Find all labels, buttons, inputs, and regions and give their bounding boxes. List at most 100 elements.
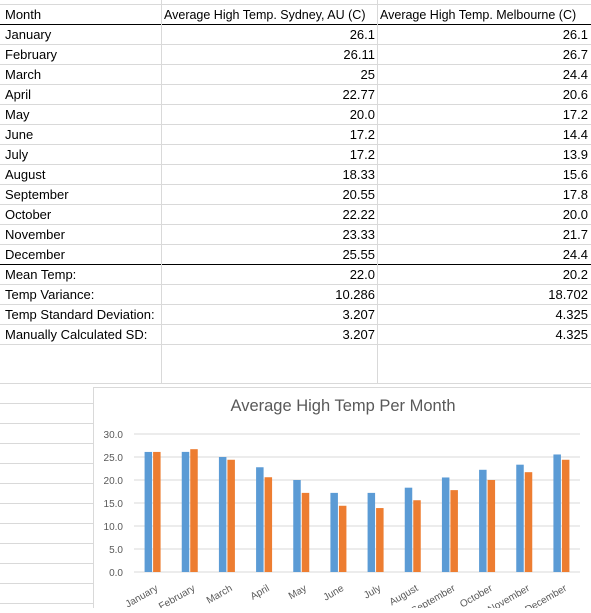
row-label-cell[interactable]: June <box>5 127 34 142</box>
bar-sydney <box>293 480 301 572</box>
chart-area[interactable]: Average High Temp Per Month 0.0 5.0 10.0 15… <box>93 387 591 613</box>
bar-sydney <box>256 467 264 572</box>
gridline <box>0 523 93 524</box>
gridline <box>0 603 93 604</box>
row-label-cell[interactable]: March <box>5 67 42 82</box>
row-label-cell[interactable]: October <box>5 207 52 222</box>
melbourne-cell[interactable]: 24.4 <box>562 67 588 82</box>
melbourne-cell[interactable]: 20.0 <box>562 207 588 222</box>
table-row: Mean Temp: 22.0 20.2 <box>0 265 591 285</box>
sydney-cell[interactable]: 10.286 <box>335 287 375 302</box>
row-label-cell[interactable]: February <box>5 47 58 62</box>
bar-melbourne <box>413 500 421 572</box>
gridline <box>0 24 591 25</box>
bar-sydney <box>553 454 561 572</box>
bar-melbourne <box>301 492 310 572</box>
melbourne-cell[interactable]: 21.7 <box>562 227 588 242</box>
sydney-cell[interactable]: 22.22 <box>342 207 375 222</box>
gridline <box>0 224 591 225</box>
melbourne-cell[interactable]: 24.4 <box>562 247 588 262</box>
melbourne-cell[interactable]: 20.2 <box>562 267 588 282</box>
gridline <box>0 563 93 564</box>
row-label-cell[interactable]: April <box>5 87 32 102</box>
header-melbourne[interactable]: Average High Temp. Melbourne (C) <box>380 8 577 22</box>
row-label-cell[interactable]: December <box>5 247 65 262</box>
melbourne-cell[interactable]: 17.2 <box>562 107 588 122</box>
sydney-cell[interactable]: 26.11 <box>343 47 375 62</box>
melbourne-cell[interactable]: 26.7 <box>562 47 588 62</box>
gridline <box>0 284 591 285</box>
melbourne-cell[interactable]: 13.9 <box>562 147 588 162</box>
gridline <box>0 4 591 5</box>
row-label-cell[interactable]: September <box>5 187 69 202</box>
table-row: Temp Standard Deviation: 3.207 4.325 <box>0 305 591 325</box>
melbourne-cell[interactable]: 18.702 <box>548 287 588 302</box>
gridline <box>0 244 591 245</box>
row-label-cell[interactable]: August <box>5 167 46 182</box>
table-row: December 25.55 24.4 <box>0 245 591 265</box>
table-row: November 23.33 21.7 <box>0 225 591 245</box>
gridline <box>0 124 591 125</box>
sydney-cell[interactable]: 17.2 <box>349 147 375 162</box>
melbourne-cell[interactable]: 17.8 <box>562 187 588 202</box>
bar-melbourne <box>338 505 347 572</box>
sydney-cell[interactable]: 17.2 <box>349 127 375 142</box>
y-tick-label: 25.0 <box>104 453 124 464</box>
table-row: January 26.1 26.1 <box>0 25 591 45</box>
gridline <box>0 344 591 345</box>
row-label-cell[interactable]: November <box>5 227 65 242</box>
table-row: August 18.33 15.6 <box>0 165 591 185</box>
header-month[interactable]: Month <box>5 7 42 22</box>
row-label-cell[interactable]: May <box>5 107 30 122</box>
gridline <box>0 383 591 384</box>
x-tick-label: May <box>287 583 309 602</box>
melbourne-cell[interactable]: 4.325 <box>555 307 588 322</box>
melbourne-cell[interactable]: 20.6 <box>562 87 588 102</box>
row-label-cell[interactable]: January <box>5 27 52 42</box>
sydney-cell[interactable]: 22.0 <box>349 267 375 282</box>
sydney-cell[interactable]: 3.207 <box>342 327 375 342</box>
x-tick-label: April <box>249 583 272 603</box>
sydney-cell[interactable]: 18.33 <box>342 167 375 182</box>
gridline <box>0 264 591 265</box>
y-tick-label: 5.0 <box>109 545 123 556</box>
table-row: May 20.0 17.2 <box>0 105 591 125</box>
gridline <box>0 423 93 424</box>
sydney-cell[interactable]: 22.77 <box>342 87 375 102</box>
x-tick-label: February <box>157 583 197 608</box>
x-tick-label: September <box>410 583 458 608</box>
sydney-cell[interactable]: 3.207 <box>342 307 375 322</box>
table-row: February 26.11 26.7 <box>0 45 591 65</box>
gridline <box>0 44 591 45</box>
melbourne-cell[interactable]: 15.6 <box>562 167 588 182</box>
bar-chart: 0.0 5.0 10.0 15.0 20.0 25.0 30.0 JanuaryFebruar… <box>104 430 580 613</box>
melbourne-cell[interactable]: 4.325 <box>555 327 588 342</box>
sydney-cell[interactable]: 25.55 <box>342 247 375 262</box>
table-row: April 22.77 20.6 <box>0 85 591 105</box>
bar-sydney <box>367 492 376 572</box>
bar-melbourne <box>227 459 235 572</box>
row-label-cell[interactable]: Temp Standard Deviation: <box>5 307 155 322</box>
melbourne-cell[interactable]: 26.1 <box>562 27 588 42</box>
gridline <box>0 503 93 504</box>
row-label-cell[interactable]: Mean Temp: <box>5 267 77 282</box>
y-tick-label: 15.0 <box>104 499 124 510</box>
melbourne-cell[interactable]: 14.4 <box>562 127 588 142</box>
bar-sydney <box>330 492 338 572</box>
gridline <box>0 64 591 65</box>
row-label-cell[interactable]: Manually Calculated SD: <box>5 327 148 342</box>
row-label-cell[interactable]: Temp Variance: <box>5 287 95 302</box>
x-tick-label: June <box>322 583 347 604</box>
bar-sydney <box>218 457 227 572</box>
header-sydney[interactable]: Average High Temp. Sydney, AU (C) <box>164 8 366 22</box>
table-row: June 17.2 14.4 <box>0 125 591 145</box>
sydney-cell[interactable]: 23.33 <box>342 227 375 242</box>
sydney-cell[interactable]: 20.0 <box>349 107 375 122</box>
bar-melbourne <box>190 449 198 572</box>
sydney-cell[interactable]: 25 <box>360 67 375 82</box>
y-tick-label: 10.0 <box>104 522 124 533</box>
sydney-cell[interactable]: 20.55 <box>342 187 375 202</box>
gridline <box>0 164 591 165</box>
sydney-cell[interactable]: 26.1 <box>349 27 375 42</box>
row-label-cell[interactable]: July <box>5 147 29 162</box>
